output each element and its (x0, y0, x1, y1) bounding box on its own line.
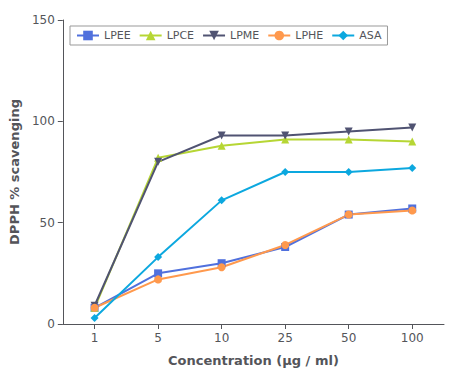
svg-text:LPEE: LPEE (104, 29, 131, 42)
svg-text:DPPH % scavenging: DPPH % scavenging (7, 99, 22, 245)
svg-text:LPHE: LPHE (295, 29, 323, 42)
svg-text:10: 10 (214, 331, 229, 345)
svg-text:ASA: ASA (359, 29, 382, 42)
svg-text:Concentration (μg / ml): Concentration (μg / ml) (168, 353, 339, 368)
svg-text:25: 25 (278, 331, 293, 345)
svg-text:5: 5 (154, 331, 162, 345)
svg-text:150: 150 (32, 13, 55, 27)
svg-text:100: 100 (32, 114, 55, 128)
svg-text:50: 50 (341, 331, 356, 345)
svg-text:0: 0 (47, 317, 55, 331)
svg-text:1: 1 (91, 331, 99, 345)
svg-text:LPME: LPME (230, 29, 259, 42)
svg-text:LPCE: LPCE (167, 29, 194, 42)
svg-text:50: 50 (40, 216, 55, 230)
svg-text:100: 100 (401, 331, 424, 345)
